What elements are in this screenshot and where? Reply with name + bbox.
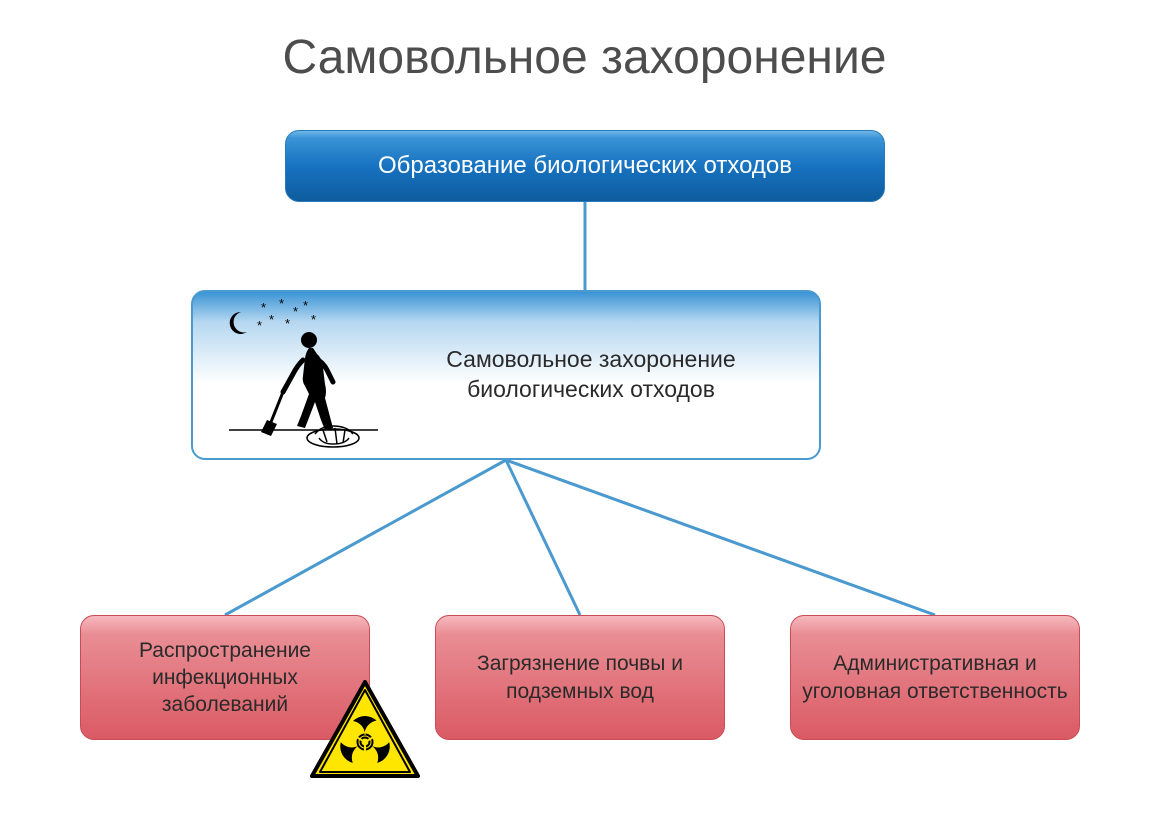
node-liability-label: Административная и уголовная ответственн…: [801, 650, 1069, 705]
night-digger-icon: * * * * * * * *: [213, 292, 383, 458]
node-unauthorized-burial: * * * * * * * *: [191, 290, 821, 460]
page-title: Самовольное захоронение: [0, 30, 1169, 85]
svg-text:*: *: [279, 298, 284, 311]
node-formation-label: Образование биологических отходов: [378, 152, 792, 180]
svg-text:*: *: [269, 312, 274, 327]
svg-text:*: *: [303, 298, 308, 313]
svg-text:*: *: [285, 316, 290, 331]
svg-text:*: *: [293, 304, 298, 319]
node-liability: Административная и уголовная ответственн…: [790, 615, 1080, 740]
svg-text:*: *: [261, 300, 266, 315]
biohazard-icon: [310, 680, 420, 780]
node-pollution-label: Загрязнение почвы и подземных вод: [446, 650, 714, 705]
node-formation: Образование биологических отходов: [285, 130, 885, 202]
svg-text:*: *: [257, 318, 262, 333]
node-unauthorized-burial-label: Самовольное захоронение биологических от…: [446, 346, 735, 402]
node-pollution: Загрязнение почвы и подземных вод: [435, 615, 725, 740]
svg-text:*: *: [311, 312, 316, 327]
